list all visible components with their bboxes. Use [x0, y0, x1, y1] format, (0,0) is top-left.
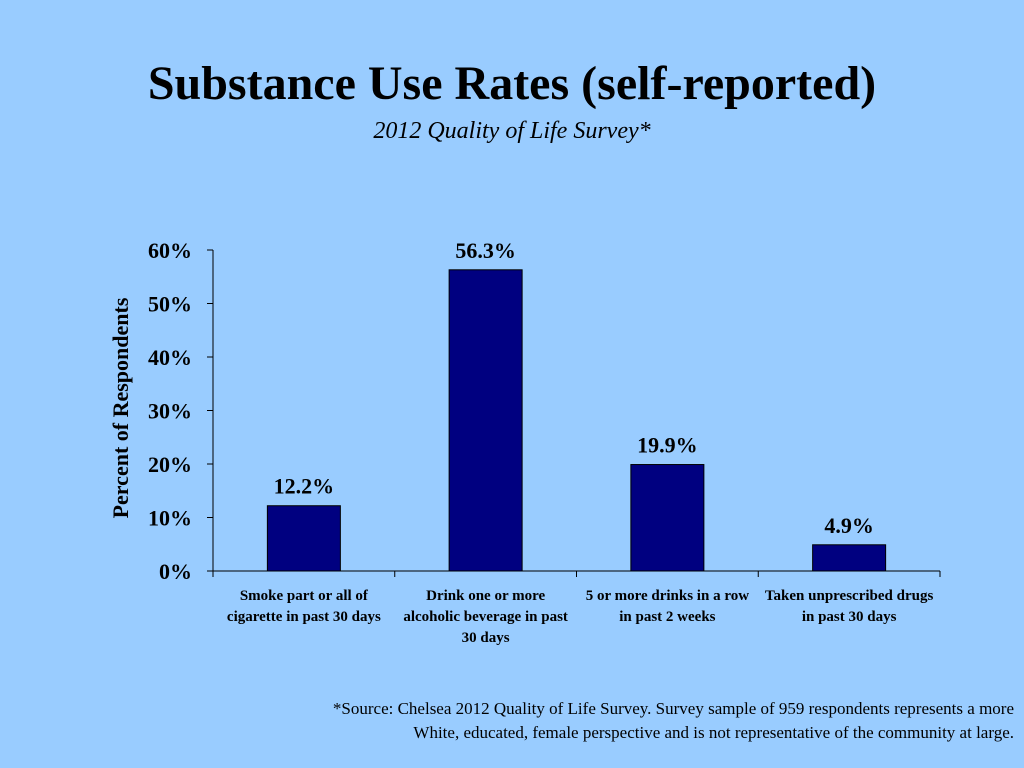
bars: [266, 269, 887, 572]
data-label: 12.2%: [274, 474, 335, 499]
y-tick-labels: 0% 10% 20% 30% 40% 50% 60%: [148, 238, 192, 584]
chart-title: Substance Use Rates (self-reported): [147, 57, 877, 110]
data-label: 4.9%: [824, 513, 874, 538]
y-tick-label: 0%: [159, 559, 192, 584]
y-tick-label: 40%: [148, 345, 192, 370]
x-tick-label: Drink one or more alcoholic beverage in …: [403, 588, 568, 646]
y-tick-label: 30%: [148, 399, 192, 424]
source-footnote: *Source: Chelsea 2012 Quality of Life Su…: [332, 699, 1014, 742]
bar: [448, 269, 523, 572]
y-axis-label: Percent of Respondents: [108, 297, 133, 518]
y-tick-label: 50%: [148, 292, 192, 317]
x-tick-label: 5 or more drinks in a row in past 2 week…: [585, 588, 750, 625]
x-tick-label: Smoke part or all of cigarette in past 3…: [226, 588, 381, 625]
chart-subtitle: 2012 Quality of Life Survey*: [373, 118, 651, 144]
y-tick-label: 10%: [148, 506, 192, 531]
data-label: 19.9%: [637, 433, 698, 458]
y-tick-label: 20%: [148, 452, 192, 477]
y-tick-label: 60%: [148, 238, 192, 263]
bar: [812, 544, 887, 572]
x-tick-label: Taken unprescribed drugs in past 30 days: [764, 588, 934, 625]
data-labels: 12.2% 56.3% 19.9% 4.9%: [274, 238, 874, 538]
bar: [630, 464, 705, 572]
data-label: 56.3%: [455, 238, 516, 263]
bar: [266, 505, 341, 572]
